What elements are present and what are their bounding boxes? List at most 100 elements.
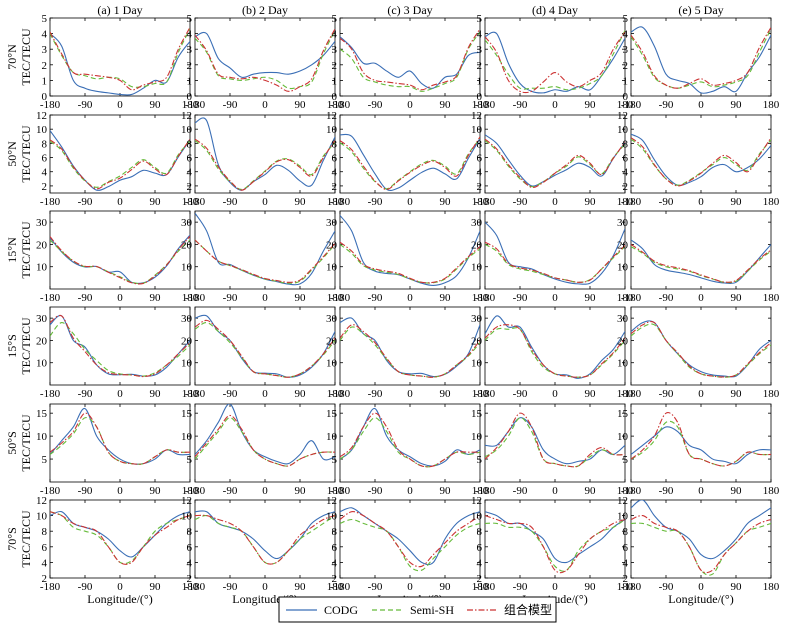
y-tick-label: 12 bbox=[181, 495, 192, 507]
series-line-combined bbox=[340, 324, 480, 378]
series-line-combined bbox=[50, 511, 190, 565]
y-tick-label: 0 bbox=[332, 91, 338, 103]
y-tick-label: 8 bbox=[42, 526, 48, 538]
row-unit-label: TEC/TECU bbox=[19, 510, 33, 568]
x-tick-label: 0 bbox=[698, 292, 704, 304]
legend-label-codg: CODG bbox=[324, 603, 358, 617]
series-group bbox=[631, 133, 771, 187]
y-tick-label: 2 bbox=[187, 60, 193, 72]
y-tick-label: 4 bbox=[42, 167, 48, 179]
panel-frame bbox=[484, 403, 626, 483]
x-tick-label: 0 bbox=[117, 581, 123, 593]
y-tick-label: 1 bbox=[187, 75, 193, 87]
y-tick-label: 4 bbox=[42, 29, 48, 41]
row-latitude-label: 15°N bbox=[5, 237, 19, 263]
panel-frame bbox=[49, 114, 191, 194]
y-tick-label: 10 bbox=[471, 431, 483, 443]
column-title: (a) 1 Day bbox=[97, 3, 142, 17]
x-tick-label: 90 bbox=[731, 99, 743, 111]
y-tick-label: 6 bbox=[332, 542, 338, 554]
x-tick-label: -180 bbox=[40, 485, 61, 497]
y-tick-label: 4 bbox=[187, 29, 193, 41]
x-tick-label: -180 bbox=[40, 196, 61, 208]
y-tick-label: 3 bbox=[187, 44, 193, 56]
series-line-codg bbox=[50, 234, 190, 285]
x-tick-label: 180 bbox=[472, 581, 489, 593]
y-tick-label: 3 bbox=[623, 44, 629, 56]
y-tick-label: 10 bbox=[617, 262, 629, 274]
x-tick-label: -180 bbox=[475, 99, 496, 111]
series-group bbox=[485, 134, 625, 188]
x-tick-label: -180 bbox=[330, 196, 351, 208]
y-tick-label: 30 bbox=[617, 313, 629, 325]
y-tick-label: 15 bbox=[471, 408, 483, 420]
series-line-combined bbox=[50, 27, 190, 91]
y-tick-label: 12 bbox=[36, 495, 47, 507]
x-tick-label: 90 bbox=[731, 196, 743, 208]
series-line-combined bbox=[631, 321, 771, 378]
panel-frame bbox=[630, 403, 772, 483]
series-group bbox=[195, 510, 335, 565]
panel: 5 10 15 -180 -90 0 90 180 bbox=[181, 403, 344, 497]
y-tick-label: 30 bbox=[36, 313, 48, 325]
x-tick-label: -90 bbox=[78, 196, 93, 208]
column-title: (e) 5 Day bbox=[678, 3, 723, 17]
y-tick-label: 3 bbox=[42, 44, 48, 56]
x-tick-label: 90 bbox=[585, 388, 597, 400]
x-tick-label: 0 bbox=[117, 196, 123, 208]
series-line-combined bbox=[340, 28, 480, 91]
series-group bbox=[195, 212, 335, 286]
x-tick-label: 180 bbox=[763, 581, 780, 593]
y-tick-label: 2 bbox=[332, 60, 338, 72]
y-tick-label: 10 bbox=[181, 358, 193, 370]
series-group bbox=[631, 239, 771, 285]
y-tick-label: 20 bbox=[617, 335, 629, 347]
series-line-codg bbox=[485, 221, 625, 285]
x-tick-label: 90 bbox=[731, 485, 743, 497]
x-tick-label: -90 bbox=[223, 485, 238, 497]
y-tick-label: 6 bbox=[477, 542, 483, 554]
panel: 10 20 30 -180 -90 0 90 180 bbox=[471, 306, 634, 400]
y-tick-label: 2 bbox=[332, 181, 338, 193]
series-line-semi-sh bbox=[195, 322, 335, 378]
row-unit-label: TEC/TECU bbox=[19, 317, 33, 375]
panel-frame bbox=[339, 17, 481, 97]
panel-frame bbox=[630, 17, 772, 97]
series-group bbox=[50, 408, 190, 465]
column-title: (b) 2 Day bbox=[242, 3, 288, 17]
panel: 2 4 6 8 10 12 -180 -90 0 90 180 bbox=[471, 110, 634, 208]
panel-frame bbox=[194, 17, 336, 97]
x-tick-label: -90 bbox=[513, 292, 528, 304]
x-tick-label: 180 bbox=[763, 196, 780, 208]
x-tick-label: 0 bbox=[407, 99, 413, 111]
panel: 5 10 15 -180 -90 0 90 180 bbox=[471, 403, 634, 497]
y-tick-label: 2 bbox=[477, 573, 483, 585]
x-tick-label: 0 bbox=[262, 485, 268, 497]
x-tick-label: -90 bbox=[368, 388, 383, 400]
x-tick-label: 90 bbox=[295, 581, 307, 593]
y-tick-label: 30 bbox=[181, 217, 193, 229]
panel: 10 20 30 -180 -90 0 90 180 bbox=[617, 306, 780, 400]
series-group bbox=[631, 26, 771, 94]
y-tick-label: 10 bbox=[36, 358, 48, 370]
y-tick-label: 10 bbox=[181, 511, 193, 523]
y-tick-label: 2 bbox=[187, 181, 193, 193]
y-tick-label: 2 bbox=[477, 181, 483, 193]
y-tick-label: 10 bbox=[181, 124, 193, 136]
x-tick-label: 180 bbox=[617, 388, 634, 400]
x-tick-label: 90 bbox=[150, 99, 162, 111]
x-tick-label: -180 bbox=[475, 581, 496, 593]
series-line-combined bbox=[195, 138, 335, 191]
x-tick-label: -180 bbox=[185, 388, 206, 400]
series-line-combined bbox=[485, 412, 625, 468]
x-tick-label: -90 bbox=[513, 581, 528, 593]
y-tick-label: 5 bbox=[623, 13, 629, 25]
series-line-semi-sh bbox=[340, 326, 480, 378]
y-tick-label: 2 bbox=[42, 60, 48, 72]
y-tick-label: 8 bbox=[187, 138, 193, 150]
series-line-semi-sh bbox=[340, 518, 480, 572]
series-group bbox=[195, 117, 335, 191]
x-tick-label: 0 bbox=[117, 99, 123, 111]
series-group bbox=[340, 317, 480, 378]
